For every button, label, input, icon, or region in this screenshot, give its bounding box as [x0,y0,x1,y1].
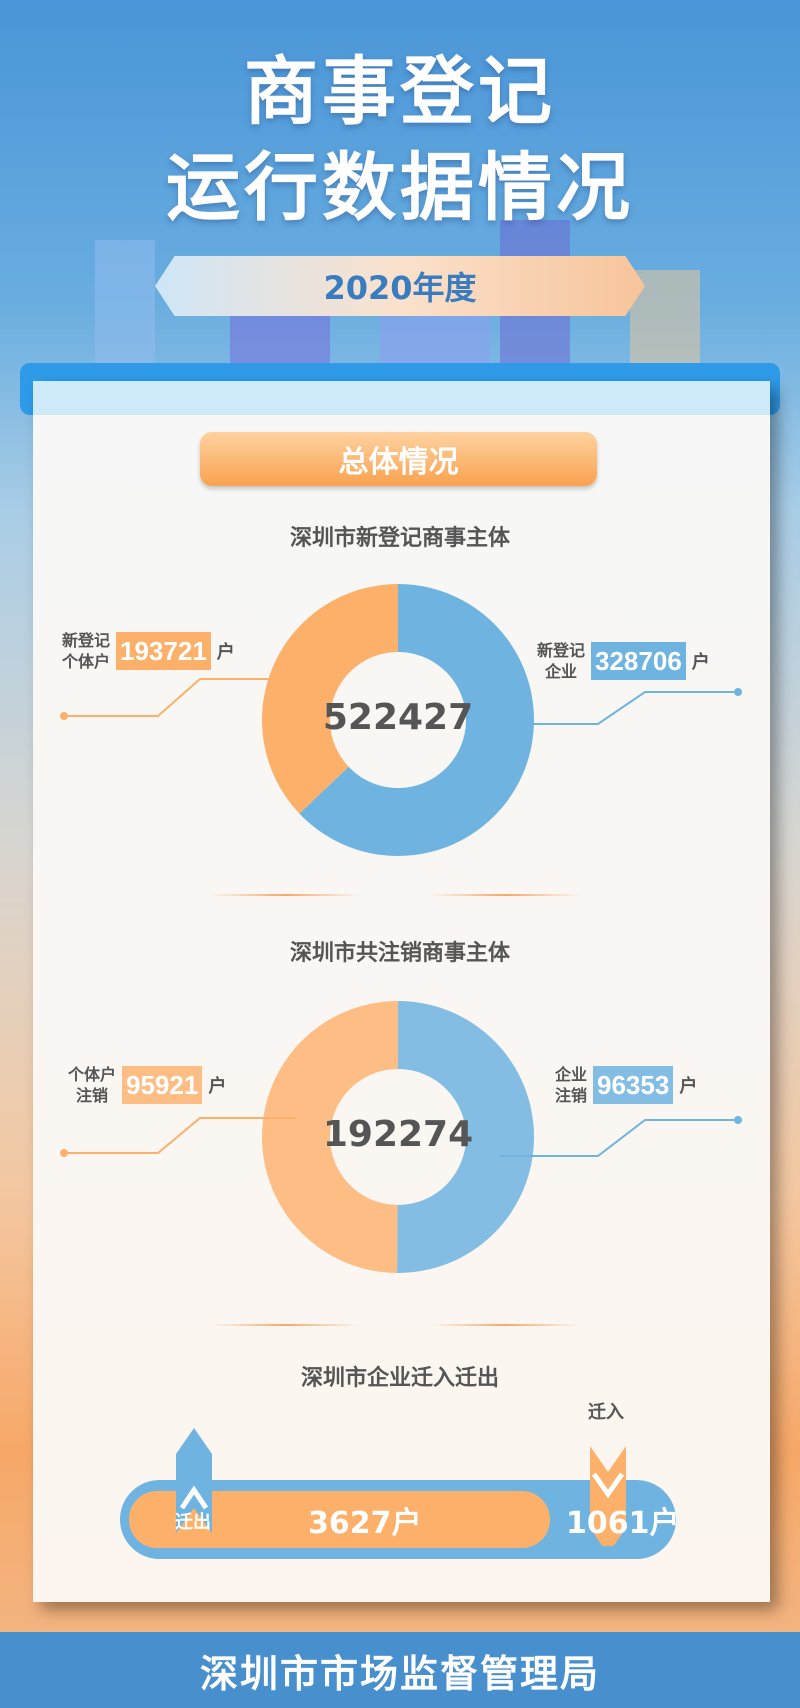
section-label: 总体情况 [338,445,459,480]
unit: 户 [679,1076,698,1097]
leader-line [64,678,295,717]
footer: 深圳市市场监督管理局 [0,1632,800,1708]
divider [430,1324,580,1326]
leader-dot [734,1116,742,1124]
chart1-total: 522427 [322,697,474,738]
in-label: 迁入 [588,1402,624,1423]
chart2-title: 深圳市共注销商事主体 [289,941,510,966]
leader-line [500,691,738,725]
leader-dot [60,1149,68,1157]
divider [210,1324,360,1326]
unit: 户 [691,652,710,673]
chart1-left-value: 193721 [116,632,211,670]
chart2-left-value: 95921 [122,1066,203,1104]
unit: 户 [208,1076,227,1097]
leader-dot [60,712,68,720]
chart1-right-value: 328706 [591,642,686,680]
chart3-title: 深圳市企业迁入迁出 [300,1366,499,1391]
title-line1: 商事登记 [244,49,556,135]
chart1-right-label: 新登记 企业 [537,641,586,681]
in-value: 1061户 [566,1506,680,1541]
donut-slice-blue [299,584,534,856]
section-pill: 总体情况 [200,432,597,486]
donut-slice-orange [262,1001,398,1273]
year-ribbon: 2020年度 [155,256,645,316]
unit: 户 [216,642,235,663]
chart1-right-callout: 新登记 企业 328706 户 [537,640,710,682]
chart2-total: 192274 [322,1114,474,1155]
year-label: 2020年度 [323,269,477,307]
leader-dot [734,688,742,696]
arrow-down-icon [590,1446,626,1546]
chart1-left-label: 新登记 个体户 [62,631,111,671]
chart2-left-label: 个体户 注销 [68,1065,117,1105]
out-value: 3627户 [308,1506,422,1541]
donut-slice-blue [397,1001,535,1274]
chart2-left-callout: 个体户 注销 95921 户 [68,1064,226,1106]
footer-org: 深圳市市场监督管理局 [199,1651,600,1696]
divider [430,894,580,896]
chart1-left-callout: 新登记 个体户 193721 户 [62,630,235,672]
chart2-right-value: 96353 [593,1066,674,1104]
card-header-strip [33,381,770,415]
leader-line [64,1117,295,1154]
out-label: 迁出 [175,1512,211,1533]
chart2-right-label: 企业 注销 [555,1065,588,1105]
title-line2: 运行数据情况 [166,145,634,231]
divider [210,894,360,896]
building-decoration [95,240,155,370]
chart2-right-callout: 企业 注销 96353 户 [555,1064,697,1106]
arrow-up-icon [176,1428,212,1533]
leader-line [500,1119,738,1157]
chart1-title: 深圳市新登记商事主体 [289,526,510,551]
donut-slice-orange [261,584,398,814]
